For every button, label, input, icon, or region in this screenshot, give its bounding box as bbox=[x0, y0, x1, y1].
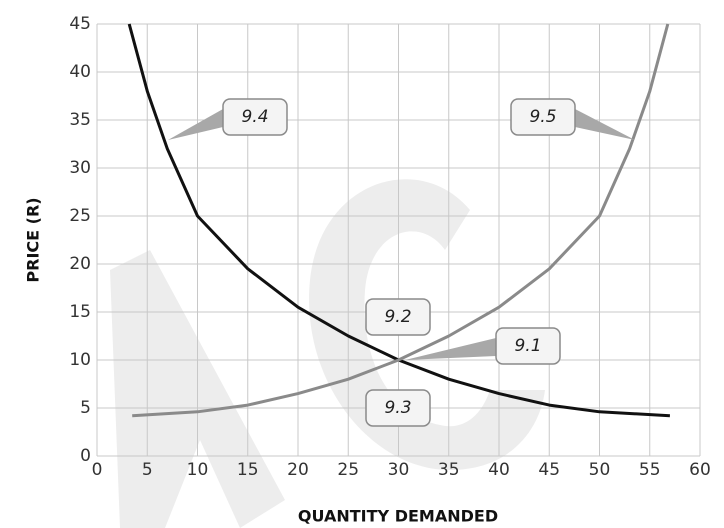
callout-label: 9.1 bbox=[514, 336, 541, 356]
y-tick-label: 20 bbox=[69, 254, 91, 274]
x-tick-label: 55 bbox=[639, 460, 661, 480]
x-tick-label: 50 bbox=[589, 460, 611, 480]
y-tick-label: 30 bbox=[69, 158, 91, 178]
y-tick-label: 0 bbox=[80, 446, 91, 466]
callout-label: 9.3 bbox=[384, 398, 411, 418]
x-tick-label: 30 bbox=[388, 460, 410, 480]
callout-pointer bbox=[575, 109, 635, 140]
chart: 9.4 9.5 9.2 9.1 9.3 QUANTITY DEMANDED PRICE … bbox=[0, 0, 724, 528]
x-tick-label: 15 bbox=[237, 460, 259, 480]
callout-label: 9.2 bbox=[384, 307, 411, 327]
y-tick-label: 40 bbox=[69, 62, 91, 82]
y-tick-label: 15 bbox=[69, 302, 91, 322]
y-tick-label: 25 bbox=[69, 206, 91, 226]
y-tick-label: 45 bbox=[69, 14, 91, 34]
x-tick-label: 10 bbox=[187, 460, 209, 480]
x-tick-label: 45 bbox=[538, 460, 560, 480]
x-tick-label: 25 bbox=[337, 460, 359, 480]
x-axis-title: QUANTITY DEMANDED bbox=[298, 507, 498, 526]
x-tick-label: 5 bbox=[142, 460, 153, 480]
x-tick-label: 60 bbox=[689, 460, 711, 480]
callout-label: 9.5 bbox=[529, 107, 556, 127]
y-tick-label: 35 bbox=[69, 110, 91, 130]
x-tick-label: 40 bbox=[488, 460, 510, 480]
x-tick-label: 0 bbox=[92, 460, 103, 480]
x-tick-label: 20 bbox=[287, 460, 309, 480]
y-axis-title: PRICE (R) bbox=[24, 197, 43, 282]
y-tick-label: 10 bbox=[69, 350, 91, 370]
callout-label: 9.4 bbox=[241, 107, 268, 127]
callout-pointer bbox=[168, 109, 223, 140]
y-tick-label: 5 bbox=[80, 398, 91, 418]
x-tick-label: 35 bbox=[438, 460, 460, 480]
